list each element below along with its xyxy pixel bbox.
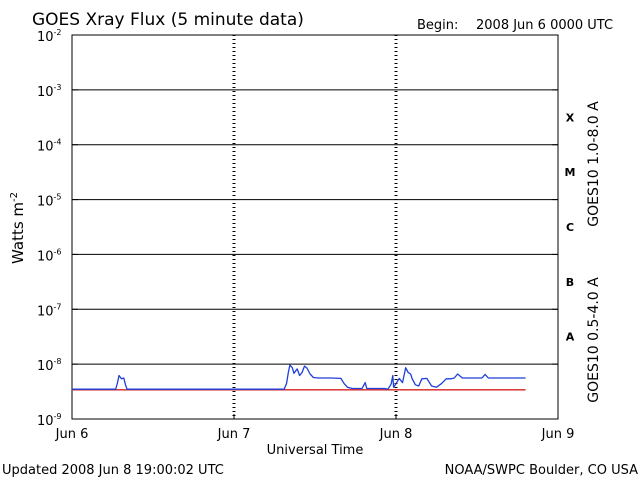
- y-tick-base: 10: [37, 304, 54, 319]
- chart-title: GOES Xray Flux (5 minute data): [32, 10, 304, 30]
- y-axis-labels: 10-910-810-710-610-510-410-310-2: [37, 28, 558, 429]
- grid-layer: [72, 35, 558, 419]
- flare-class-A: A: [566, 331, 575, 344]
- x-tick-label: Jun 6: [55, 427, 89, 442]
- series-line-1: [72, 364, 526, 390]
- y-tick-label: 10-3: [37, 83, 62, 100]
- flare-class-B: B: [566, 276, 574, 289]
- x-tick-label: Jun 9: [541, 427, 575, 442]
- y-tick-exponent: -9: [54, 412, 62, 421]
- y-axis-title-exponent: -2: [9, 192, 20, 202]
- plot-frame: [71, 34, 559, 420]
- begin-label: Begin:: [417, 18, 458, 33]
- y-tick-base: 10: [37, 85, 54, 100]
- y-tick-label: 10-7: [37, 302, 62, 319]
- updated-timestamp: Updated 2008 Jun 8 19:00:02 UTC: [2, 463, 224, 478]
- y-tick-base: 10: [37, 30, 54, 45]
- x-tick-label: Jun 7: [217, 427, 251, 442]
- y-tick-exponent: -4: [54, 138, 62, 147]
- y-tick-label: 10-5: [37, 193, 62, 210]
- y-tick-exponent: -2: [54, 28, 62, 37]
- y-tick-exponent: -7: [54, 302, 62, 311]
- series-layer: [72, 364, 526, 391]
- y-tick-base: 10: [37, 140, 54, 155]
- x-tick-label: Jun 8: [379, 427, 413, 442]
- y-tick-exponent: -6: [54, 247, 62, 256]
- y-tick-base: 10: [37, 249, 54, 264]
- y-tick-exponent: -5: [54, 193, 62, 202]
- y-tick-label: 10-2: [37, 28, 62, 45]
- begin-value: 2008 Jun 6 0000 UTC: [476, 18, 613, 33]
- y-axis-title: Watts m-2: [9, 192, 27, 264]
- y-tick-label: 10-9: [37, 412, 62, 429]
- y-tick-label: 10-8: [37, 357, 62, 374]
- flare-class-X: X: [566, 111, 575, 124]
- y-tick-base: 10: [37, 359, 54, 374]
- x-axis-title: Universal Time: [267, 443, 364, 458]
- flare-class-C: C: [566, 221, 574, 234]
- x-axis-labels: Jun 6 Jun 7 Jun 8 Jun 9: [55, 414, 575, 442]
- flare-class-labels: A B C M X: [565, 111, 576, 343]
- y-tick-label: 10-6: [37, 247, 62, 264]
- flare-class-M: M: [565, 166, 576, 179]
- y-tick-exponent: -8: [54, 357, 62, 366]
- y-tick-base: 10: [37, 195, 54, 210]
- y-tick-label: 10-4: [37, 138, 62, 155]
- legend-goes10-long: GOES10 1.0-8.0 A: [586, 101, 602, 227]
- source-credit: NOAA/SWPC Boulder, CO USA: [445, 463, 638, 478]
- y-tick-exponent: -3: [54, 83, 62, 92]
- y-tick-base: 10: [37, 414, 54, 429]
- y-axis-title-base: Watts m: [9, 202, 27, 264]
- legend-goes10-short: GOES10 0.5-4.0 A: [586, 277, 602, 403]
